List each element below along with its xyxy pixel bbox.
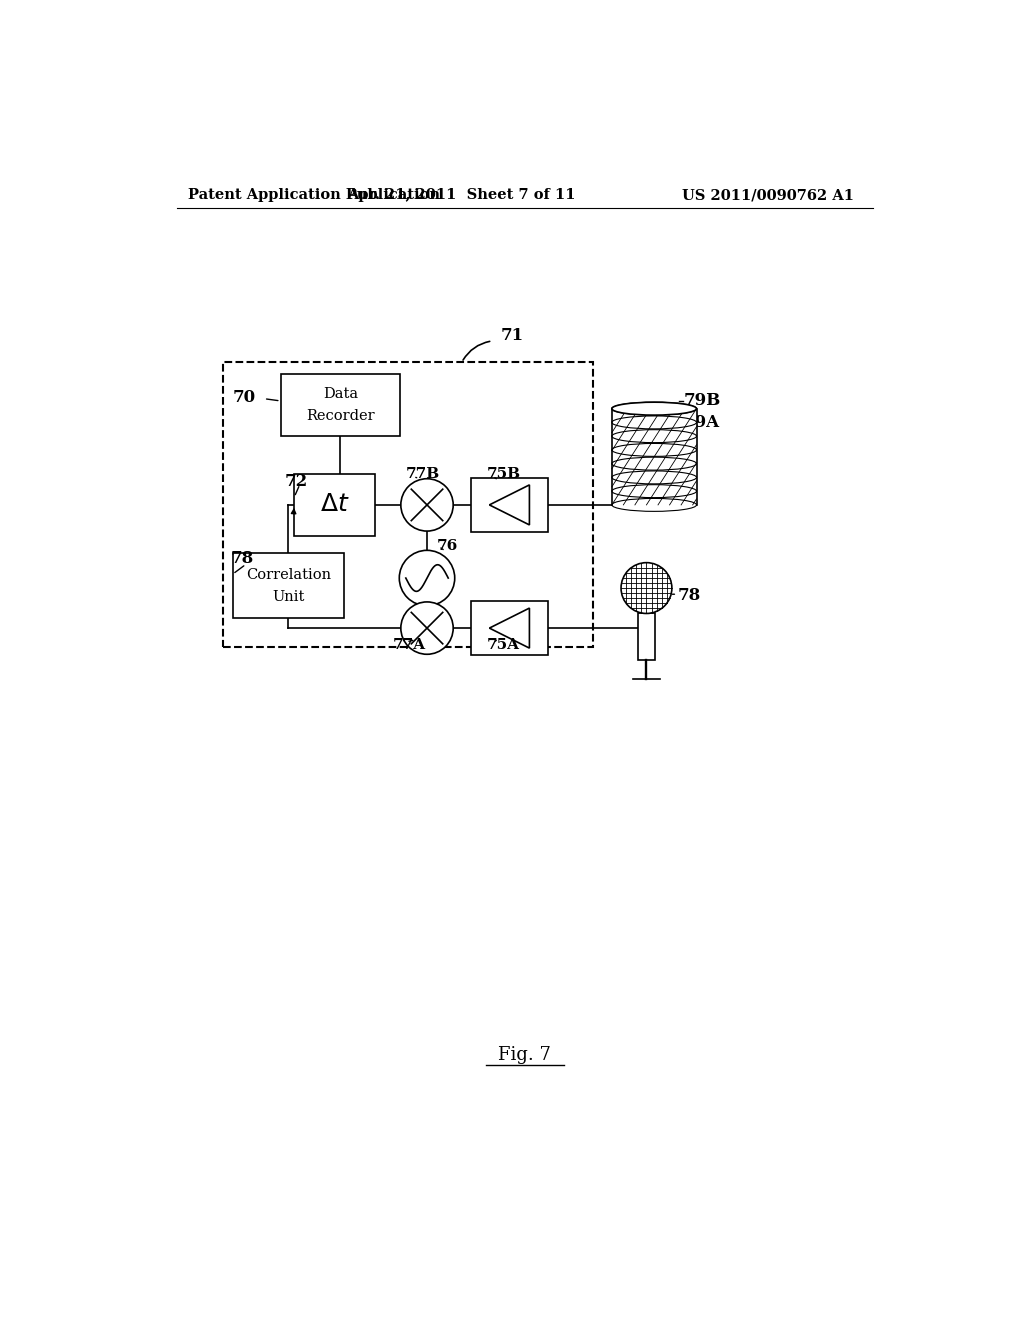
Text: US 2011/0090762 A1: US 2011/0090762 A1	[682, 189, 854, 202]
Bar	[281, 374, 400, 436]
Circle shape	[621, 562, 672, 614]
Text: 75B: 75B	[486, 467, 520, 480]
Text: 77A: 77A	[392, 638, 426, 652]
Text: Fig. 7: Fig. 7	[499, 1047, 551, 1064]
Text: 75A: 75A	[486, 638, 519, 652]
Circle shape	[400, 479, 454, 531]
Bar	[471, 478, 548, 532]
Text: Patent Application Publication: Patent Application Publication	[188, 189, 440, 202]
Text: 79A: 79A	[683, 414, 720, 432]
Bar	[232, 553, 344, 619]
Text: Data: Data	[323, 387, 358, 401]
Text: 77B: 77B	[407, 467, 440, 480]
Circle shape	[400, 602, 454, 655]
Bar	[294, 474, 375, 536]
Circle shape	[399, 550, 455, 606]
Text: Correlation: Correlation	[246, 568, 331, 582]
Text: Unit: Unit	[272, 590, 304, 603]
Text: $\Delta t$: $\Delta t$	[319, 494, 349, 516]
Text: 76: 76	[437, 540, 459, 553]
Text: 71: 71	[500, 327, 523, 345]
Text: 78: 78	[677, 587, 700, 605]
Text: 70: 70	[233, 388, 256, 405]
Text: 79B: 79B	[683, 392, 721, 409]
Text: Apr. 21, 2011  Sheet 7 of 11: Apr. 21, 2011 Sheet 7 of 11	[347, 189, 575, 202]
Text: 72: 72	[285, 474, 308, 490]
Bar	[471, 601, 548, 655]
Text: 78: 78	[230, 550, 254, 568]
Bar	[223, 363, 593, 647]
Bar	[611, 409, 696, 506]
Bar	[638, 614, 655, 660]
Ellipse shape	[611, 403, 696, 414]
Text: Recorder: Recorder	[306, 409, 375, 422]
